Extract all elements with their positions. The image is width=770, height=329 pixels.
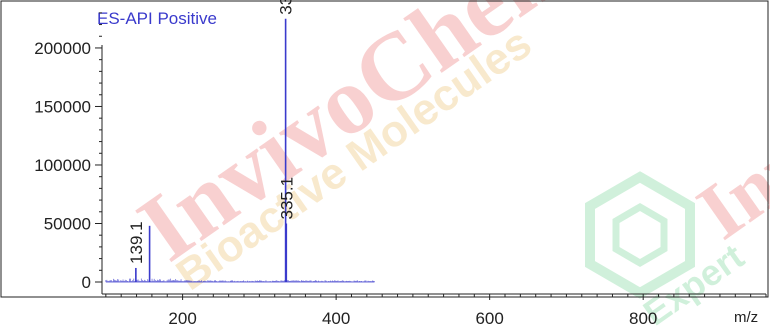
peak-labels: 139.1 334.2 335.1 xyxy=(127,0,296,264)
plot-frame xyxy=(0,0,769,298)
x-tick-label: 400 xyxy=(322,309,350,328)
y-tick-label: 0 xyxy=(82,273,91,292)
x-tick-label: 200 xyxy=(168,309,196,328)
x-axis-label: m/z xyxy=(734,309,758,326)
x-tick-label: 600 xyxy=(475,309,503,328)
peak-label: 139.1 xyxy=(127,221,146,264)
y-tick-label: 100000 xyxy=(34,156,91,175)
x-tick-label: 800 xyxy=(629,309,657,328)
baseline-noise xyxy=(105,278,375,283)
peaks xyxy=(135,18,288,282)
peak-label: 334.2 xyxy=(277,0,296,15)
y-axis: 0 50000 100000 150000 200000 xyxy=(34,12,103,294)
y-tick-label: 50000 xyxy=(44,214,91,233)
watermark-hexagon-icon xyxy=(585,171,695,299)
watermark: InvivoChem Bioactive Molecules Expert In… xyxy=(119,0,770,329)
y-tick-label: 150000 xyxy=(34,97,91,116)
chart-title: ES-API Positive xyxy=(97,9,217,28)
peak-label: 335.1 xyxy=(277,177,296,220)
watermark-brand-right: InvivoChem xyxy=(682,0,770,257)
y-tick-label: 200000 xyxy=(34,39,91,58)
x-axis: 200 400 600 800 xyxy=(102,293,767,328)
